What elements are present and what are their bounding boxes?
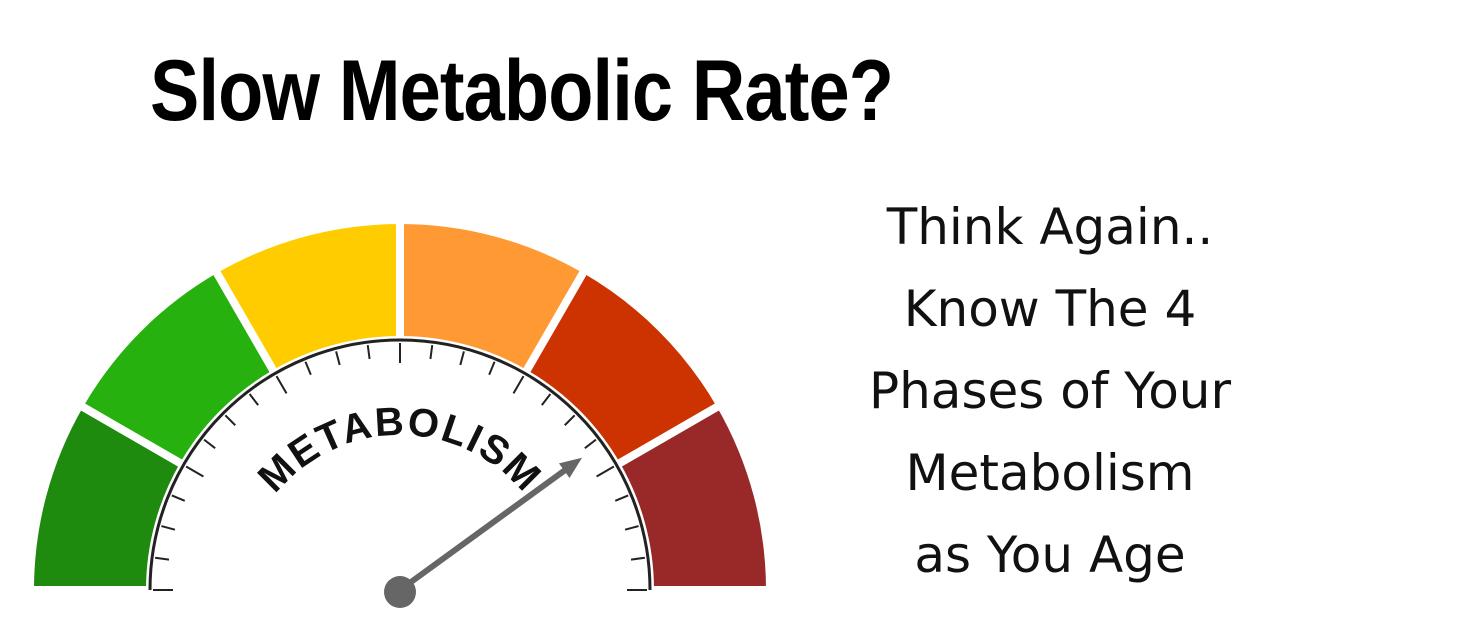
gauge-tick bbox=[584, 438, 597, 449]
tagline-line-2: Know The 4 bbox=[903, 280, 1197, 338]
gauge-tick bbox=[630, 556, 646, 561]
gauge-tick bbox=[512, 375, 525, 394]
gauge-tick bbox=[154, 556, 170, 561]
gauge-tick bbox=[488, 361, 496, 376]
metabolism-gauge: METABOLISM bbox=[25, 215, 775, 608]
page-headline: Slow Metabolic Rate? bbox=[150, 43, 894, 139]
tagline-line-1: Think Again.. bbox=[886, 198, 1214, 256]
gauge-tick bbox=[224, 414, 236, 426]
needle-arrowhead bbox=[558, 457, 583, 478]
gauge-tick bbox=[459, 351, 465, 366]
gauge-tick bbox=[275, 375, 288, 394]
tagline: Think Again.. Know The 4 Phases of Your … bbox=[800, 186, 1300, 596]
gauge-tick bbox=[171, 494, 186, 502]
needle-hub bbox=[384, 576, 416, 608]
tagline-line-4: Metabolism bbox=[905, 444, 1195, 502]
gauge-tick bbox=[596, 465, 615, 478]
gauge-tick bbox=[161, 525, 176, 531]
gauge-tick bbox=[614, 494, 629, 502]
needle-shaft bbox=[397, 467, 568, 593]
gauge-segments bbox=[25, 215, 775, 594]
gauge-tick bbox=[335, 351, 341, 366]
tagline-line-3: Phases of Your bbox=[868, 362, 1232, 420]
gauge-dial-face bbox=[150, 340, 650, 590]
gauge-tick bbox=[541, 393, 552, 406]
gauge-tick bbox=[624, 525, 639, 531]
gauge-tick bbox=[203, 438, 216, 449]
gauge-needle bbox=[384, 457, 583, 608]
gauge-ticks bbox=[153, 343, 647, 591]
gauge-tick bbox=[304, 361, 312, 376]
gauge-tick bbox=[185, 465, 204, 478]
gauge-dial-rim bbox=[148, 338, 652, 591]
gauge-tick bbox=[366, 344, 371, 360]
gauge-tick bbox=[564, 414, 576, 426]
gauge-tick bbox=[248, 393, 259, 406]
tagline-line-5: as You Age bbox=[914, 526, 1186, 584]
gauge-tick bbox=[429, 344, 434, 360]
